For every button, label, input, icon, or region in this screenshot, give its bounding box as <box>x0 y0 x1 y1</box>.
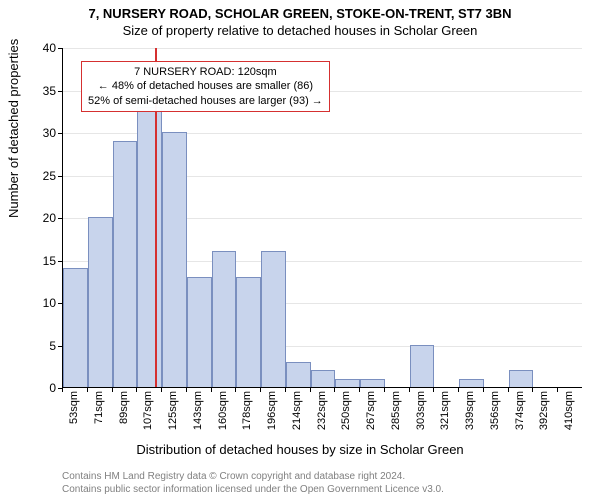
x-tick-label: 303sqm <box>415 391 427 433</box>
histogram-bar <box>459 379 484 388</box>
x-tick-mark <box>458 388 459 392</box>
x-tick-label: 410sqm <box>563 391 575 433</box>
histogram-bar <box>63 268 88 387</box>
histogram-bar <box>137 107 162 388</box>
x-tick-label: 178sqm <box>241 391 253 433</box>
x-tick-mark <box>161 388 162 392</box>
x-tick-label: 107sqm <box>142 391 154 433</box>
y-axis-label: Number of detached properties <box>6 39 21 218</box>
x-tick-mark <box>235 388 236 392</box>
y-tick-label: 40 <box>26 41 56 55</box>
x-tick-label: 196sqm <box>266 391 278 433</box>
histogram-bar <box>88 217 113 387</box>
x-tick-mark <box>260 388 261 392</box>
x-tick-mark <box>359 388 360 392</box>
chart-subtitle: Size of property relative to detached ho… <box>0 23 600 38</box>
histogram-bar <box>360 379 385 388</box>
x-tick-label: 392sqm <box>538 391 550 433</box>
x-tick-label: 214sqm <box>291 391 303 433</box>
annotation-line: 7 NURSERY ROAD: 120sqm <box>88 65 323 79</box>
x-tick-mark <box>136 388 137 392</box>
y-tick-label: 30 <box>26 126 56 140</box>
x-tick-label: 125sqm <box>167 391 179 433</box>
x-tick-mark <box>112 388 113 392</box>
x-tick-mark <box>409 388 410 392</box>
x-tick-label: 321sqm <box>439 391 451 433</box>
chart-title: 7, NURSERY ROAD, SCHOLAR GREEN, STOKE-ON… <box>0 6 600 21</box>
x-tick-mark <box>62 388 63 392</box>
x-tick-label: 339sqm <box>464 391 476 433</box>
x-tick-mark <box>532 388 533 392</box>
histogram-bar <box>162 132 187 387</box>
footer-line-2: Contains public sector information licen… <box>62 483 444 496</box>
histogram-bar <box>509 370 534 387</box>
x-tick-mark <box>285 388 286 392</box>
histogram-bar <box>113 141 138 388</box>
y-tick-label: 0 <box>26 381 56 395</box>
y-tick-label: 15 <box>26 254 56 268</box>
chart-title-block: 7, NURSERY ROAD, SCHOLAR GREEN, STOKE-ON… <box>0 6 600 38</box>
x-tick-mark <box>433 388 434 392</box>
x-tick-label: 250sqm <box>340 391 352 433</box>
y-tick-label: 10 <box>26 296 56 310</box>
y-tick-label: 35 <box>26 84 56 98</box>
histogram-bar <box>311 370 336 387</box>
x-tick-label: 356sqm <box>489 391 501 433</box>
plot-area: 7 NURSERY ROAD: 120sqm← 48% of detached … <box>62 48 582 388</box>
annotation-line: ← 48% of detached houses are smaller (86… <box>88 79 323 93</box>
x-tick-label: 374sqm <box>514 391 526 433</box>
y-tick-label: 25 <box>26 169 56 183</box>
footer-attribution: Contains HM Land Registry data © Crown c… <box>62 470 444 496</box>
y-tick-label: 5 <box>26 339 56 353</box>
x-tick-label: 71sqm <box>93 391 105 433</box>
histogram-bar <box>187 277 212 388</box>
x-tick-mark <box>87 388 88 392</box>
x-axis-label: Distribution of detached houses by size … <box>0 442 600 457</box>
histogram-bar <box>212 251 237 387</box>
y-tick-label: 20 <box>26 211 56 225</box>
x-tick-mark <box>384 388 385 392</box>
x-tick-mark <box>557 388 558 392</box>
x-tick-label: 285sqm <box>390 391 402 433</box>
x-tick-label: 267sqm <box>365 391 377 433</box>
histogram-bar <box>286 362 311 388</box>
x-tick-mark <box>310 388 311 392</box>
histogram-bar <box>335 379 360 388</box>
x-tick-mark <box>483 388 484 392</box>
gridline <box>63 48 582 49</box>
histogram-bar <box>236 277 261 388</box>
annotation-box: 7 NURSERY ROAD: 120sqm← 48% of detached … <box>81 61 330 112</box>
x-tick-label: 89sqm <box>118 391 130 433</box>
x-tick-label: 143sqm <box>192 391 204 433</box>
histogram-bar <box>261 251 286 387</box>
annotation-line: 52% of semi-detached houses are larger (… <box>88 94 323 108</box>
x-tick-mark <box>211 388 212 392</box>
footer-line-1: Contains HM Land Registry data © Crown c… <box>62 470 444 483</box>
chart-container: 7, NURSERY ROAD, SCHOLAR GREEN, STOKE-ON… <box>0 0 600 500</box>
x-tick-mark <box>334 388 335 392</box>
x-tick-label: 232sqm <box>316 391 328 433</box>
x-tick-label: 53sqm <box>68 391 80 433</box>
x-tick-mark <box>186 388 187 392</box>
x-tick-label: 160sqm <box>217 391 229 433</box>
histogram-bar <box>410 345 435 388</box>
x-tick-mark <box>508 388 509 392</box>
